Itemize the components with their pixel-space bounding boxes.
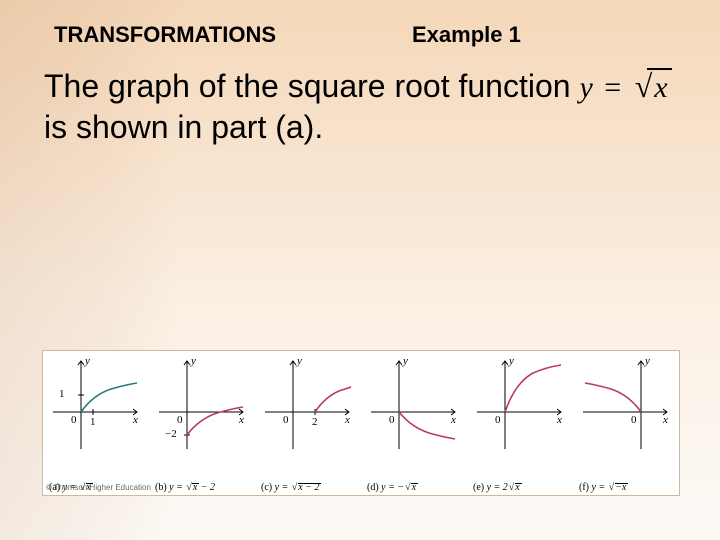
graph-caption-b: (b) y = √x − 2 <box>155 482 215 493</box>
graphs-inner: yx011(a) y = √xyx0−2(b) y = √x − 2yx02(c… <box>43 351 679 495</box>
axis-label-origin: 0 <box>631 414 637 426</box>
axis-label-origin: 0 <box>283 414 289 426</box>
graph-c: y x 0 2 (c) y = √x − 2 <box>255 351 361 495</box>
body-text-before: The graph of the square root function <box>44 68 579 104</box>
axis-label-x: x <box>133 414 138 426</box>
body-text: The graph of the square root function y … <box>44 66 688 147</box>
graphs-panel: yx011(a) y = √xyx0−2(b) y = √x − 2yx02(c… <box>42 350 680 496</box>
axis-label-x: x <box>239 414 244 426</box>
copyright: © Thomson Higher Education <box>46 483 151 492</box>
graph-d: y x 0 (d) y = −√x <box>361 351 467 495</box>
formula-radicand: x <box>652 71 669 104</box>
title-left: TRANSFORMATIONS <box>54 22 276 48</box>
axis-label-origin: 0 <box>71 414 77 426</box>
tick-label-x: 2 <box>312 416 318 428</box>
graph-f: y x 0 (f) y = √−x <box>573 351 679 495</box>
slide-root: TRANSFORMATIONS Example 1 The graph of t… <box>0 0 720 540</box>
graph-e-plot: y x 0 <box>475 357 565 453</box>
graph-b-plot: y x 0−2 <box>157 357 247 453</box>
title-right: Example 1 <box>412 22 521 48</box>
tick-label-y: −2 <box>165 428 177 440</box>
graph-caption-e: (e) y = 2√x <box>473 482 521 493</box>
tick-label-x: 1 <box>90 416 96 428</box>
formula: y = √x <box>579 71 669 104</box>
axis-label-y: y <box>297 355 302 367</box>
tick-label-y: 1 <box>59 388 65 400</box>
graph-caption-d: (d) y = −√x <box>367 482 417 493</box>
graph-caption-f: (f) y = √−x <box>579 482 627 493</box>
formula-eq: = <box>600 71 625 104</box>
axis-label-x: x <box>663 414 668 426</box>
formula-y: y <box>579 71 592 104</box>
graph-a: yx011(a) y = √x <box>43 351 149 495</box>
axis-label-x: x <box>451 414 456 426</box>
axis-label-origin: 0 <box>389 414 395 426</box>
formula-sqrt: √x <box>633 66 670 107</box>
axis-label-origin: 0 <box>495 414 501 426</box>
graph-f-plot: y x 0 <box>581 357 671 453</box>
axis-label-x: x <box>557 414 562 426</box>
axis-label-y: y <box>85 355 90 367</box>
title-row: TRANSFORMATIONS Example 1 <box>0 22 720 54</box>
graph-c-plot: y x 0 2 <box>263 357 353 453</box>
axis-label-y: y <box>509 355 514 367</box>
axis-label-y: y <box>403 355 408 367</box>
graph-b: y x 0−2 (b) y = √x − 2 <box>149 351 255 495</box>
graph-d-plot: y x 0 <box>369 357 459 453</box>
axis-label-origin: 0 <box>177 414 183 426</box>
graph-a-plot: y x 0 1 1 <box>51 357 141 453</box>
radical-sign: √ <box>635 68 653 104</box>
graph-caption-c: (c) y = √x − 2 <box>261 482 320 493</box>
axis-label-y: y <box>645 355 650 367</box>
body-text-after: is shown in part (a). <box>44 109 323 145</box>
axis-label-x: x <box>345 414 350 426</box>
axis-label-y: y <box>191 355 196 367</box>
graph-e: y x 0 (e) y = 2√x <box>467 351 573 495</box>
